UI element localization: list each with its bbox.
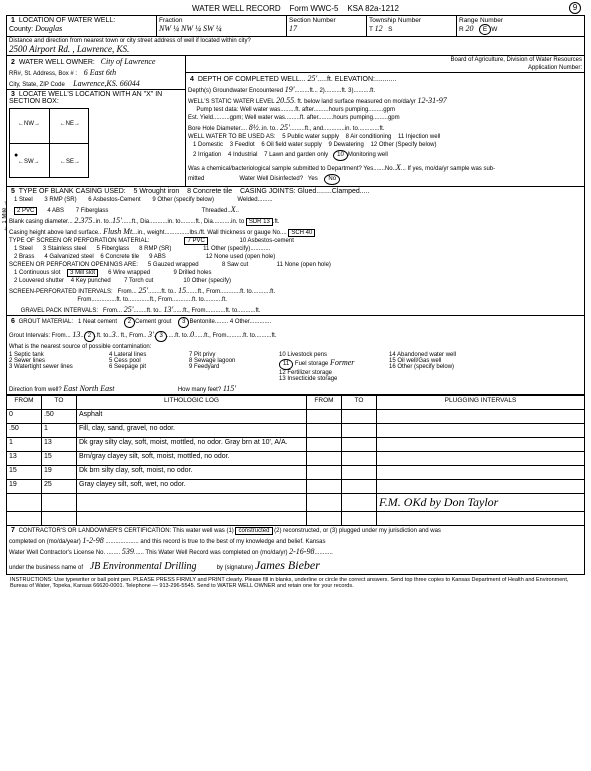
- log-row: 113Dk gray silty clay, soft, moist, mott…: [7, 438, 585, 452]
- gravel-to: 13': [163, 305, 173, 314]
- completed-on: 1-2-98: [82, 536, 103, 545]
- page-number: 9: [569, 2, 581, 14]
- casing-height: Flush Mt.: [103, 227, 134, 236]
- section-7-cert: 7 CONTRACTOR'S OR LANDOWNER'S CERTIFICAT…: [6, 526, 585, 575]
- board-label: Board of Agriculture, Division of Water …: [186, 56, 584, 64]
- gravel-from: 25': [124, 305, 134, 314]
- bore-to: 25': [280, 123, 290, 132]
- bore-from: 8½: [249, 123, 259, 132]
- county-value: Douglas: [35, 24, 62, 33]
- range-value: 20: [466, 24, 474, 33]
- grout-to: 3: [112, 330, 116, 339]
- grout-from: 13: [72, 330, 80, 339]
- log-row: 1519Dk brn silty clay, soft, moist, no o…: [7, 466, 585, 480]
- owner-city: Lawrence,KS. 66044: [73, 79, 140, 88]
- screen-from: 25': [138, 286, 148, 295]
- section-5-casing: 5 TYPE OF BLANK CASING USED: 5 Wrought i…: [6, 187, 585, 316]
- direction-val: East North East: [63, 384, 114, 393]
- owner-name: City of Lawrence: [101, 57, 156, 66]
- screen-to: 15: [178, 286, 186, 295]
- form-completed: 2-16-98: [289, 547, 314, 556]
- instructions: INSTRUCTIONS: Use typewriter or ball poi…: [6, 575, 585, 591]
- gw-depth: 19': [285, 85, 295, 94]
- signature: James Bieber: [255, 558, 320, 572]
- section-no-value: 17: [289, 24, 297, 33]
- disinfected-no: No: [324, 174, 340, 185]
- depth-completed: 25': [308, 74, 318, 83]
- log-row: .501Fill, clay, sand, gravel, no odor.: [7, 424, 585, 438]
- form-title: WATER WELL RECORD Form WWC-5 KSA 82a-121…: [6, 4, 585, 13]
- lithologic-log-table: FROM TO LITHOLOGIC LOG FROM TO PLUGGING …: [6, 395, 585, 526]
- township-value: 12: [375, 24, 383, 33]
- static-date: 12-31-97: [417, 96, 446, 105]
- section-grid: ←NW→ ←NE→ ←SW→ ←SE→ ●: [9, 108, 89, 178]
- section-6-grout: 6 GROUT MATERIAL: 1 Neat cement 2Cement …: [6, 316, 585, 395]
- address-value: 2500 Airport Rd. , Lawrence, KS.: [9, 44, 129, 54]
- license-no: 539: [122, 547, 134, 556]
- business-name: JB Environmental Drilling: [90, 561, 197, 572]
- log-row: 0.50Asphalt: [7, 410, 585, 424]
- appno-label: Application Number:: [186, 64, 584, 72]
- feet-val: 115': [223, 384, 236, 393]
- chem-no: X: [396, 163, 401, 172]
- log-row: 1925Gray clayey silt, soft, wet, no odor…: [7, 480, 585, 494]
- static-level: 20.55: [276, 96, 294, 105]
- log-row: 1315Brn/gray clayey silt, soft, moist, m…: [7, 452, 585, 466]
- blank-to: 15': [112, 216, 122, 225]
- section-1-location: 1 LOCATION OF WATER WELL:County: Douglas…: [6, 15, 585, 56]
- owner-street: 6 East 6th: [84, 68, 116, 77]
- log-note: F.M. OKd by Don Taylor: [377, 494, 585, 512]
- fraction-value: NW ¼ NW ¼ SW ¼: [159, 24, 222, 33]
- page: 9 WATER WELL RECORD Form WWC-5 KSA 82a-1…: [0, 0, 591, 595]
- blank-dia: 2.375: [74, 216, 92, 225]
- section-2-3-4: 2 WATER WELL OWNER: City of Lawrence RR#…: [6, 56, 585, 187]
